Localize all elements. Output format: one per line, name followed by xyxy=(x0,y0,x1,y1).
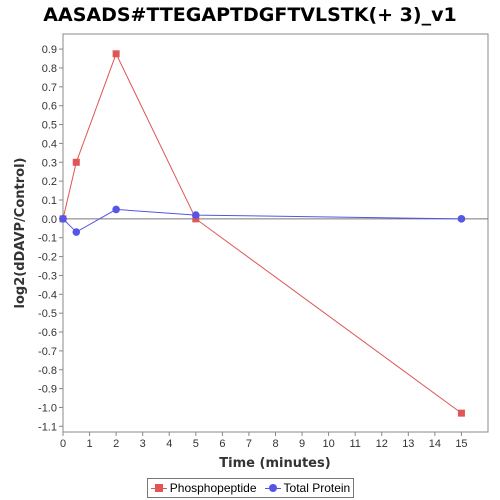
total-protein-point xyxy=(72,228,81,236)
x-tick-label: 7 xyxy=(246,438,252,450)
y-tick-label: -0.2 xyxy=(38,252,57,264)
y-tick-label: -0.8 xyxy=(38,365,57,377)
legend-swatch-total-protein xyxy=(264,482,281,494)
y-tick-label: 0.0 xyxy=(42,214,57,226)
y-tick-label: 0.1 xyxy=(42,195,57,207)
chart-title: AASADS#TTEGAPTDGFTVLSTK(+ 3)_v1 xyxy=(43,4,457,26)
legend-item-phosphopeptide: Phosphopeptide xyxy=(150,481,257,495)
x-tick-label: 8 xyxy=(272,438,278,450)
y-tick-label: 0.3 xyxy=(42,157,57,169)
x-tick-label: 11 xyxy=(349,438,360,450)
x-tick-label: 2 xyxy=(113,438,119,450)
y-tick-label: -0.9 xyxy=(38,384,57,396)
y-tick-label: -0.6 xyxy=(38,327,57,339)
plot-area xyxy=(62,33,489,433)
y-tick-label: 0.8 xyxy=(42,63,57,75)
x-tick-label: 0 xyxy=(60,438,66,450)
legend-label-total-protein: Total Protein xyxy=(283,481,351,495)
y-tick-label: 0.2 xyxy=(42,176,57,188)
total-protein-point xyxy=(457,215,466,223)
phosphopeptide-point xyxy=(457,409,465,417)
y-axis-label: log2(dDAVP/Control) xyxy=(13,158,28,309)
x-tick-label: 4 xyxy=(166,438,172,450)
x-tick-label: 13 xyxy=(402,438,414,450)
y-tick-label: -0.4 xyxy=(38,289,57,301)
x-tick-label: 9 xyxy=(299,438,305,450)
x-tick-label: 5 xyxy=(193,438,199,450)
y-tick-label: -1.0 xyxy=(38,402,57,414)
x-tick-label: 10 xyxy=(323,438,335,450)
total-protein-point xyxy=(112,205,120,214)
y-tick-label: 0.9 xyxy=(42,44,57,56)
y-tick-label: 0.5 xyxy=(42,120,57,132)
phosphopeptide-point xyxy=(112,50,120,58)
total-protein-point xyxy=(59,215,67,223)
x-tick-label: 12 xyxy=(376,438,388,450)
total-protein-point xyxy=(192,211,200,219)
legend: Phosphopeptide Total Protein xyxy=(147,478,354,498)
y-tick-label: -0.3 xyxy=(38,270,57,282)
y-tick-label: 0.6 xyxy=(42,101,57,113)
x-tick-label: 14 xyxy=(429,438,441,450)
y-tick-label: -1.1 xyxy=(38,421,57,433)
y-tick-label: -0.7 xyxy=(38,346,57,358)
x-tick-label: 6 xyxy=(219,438,225,450)
phosphopeptide-point xyxy=(72,158,80,166)
y-tick-label: -0.5 xyxy=(38,308,57,320)
y-tick-label: 0.4 xyxy=(42,138,57,150)
x-tick-label: 1 xyxy=(87,438,93,450)
y-tick-label: -0.1 xyxy=(38,233,57,245)
x-axis-label: Time (minutes) xyxy=(219,456,330,471)
legend-item-total-protein: Total Protein xyxy=(264,481,351,495)
legend-swatch-phosphopeptide xyxy=(150,482,167,494)
x-tick-label: 3 xyxy=(140,438,146,450)
y-tick-label: 0.7 xyxy=(42,82,57,94)
x-tick-label: 15 xyxy=(455,438,467,450)
legend-label-phosphopeptide: Phosphopeptide xyxy=(169,481,257,495)
